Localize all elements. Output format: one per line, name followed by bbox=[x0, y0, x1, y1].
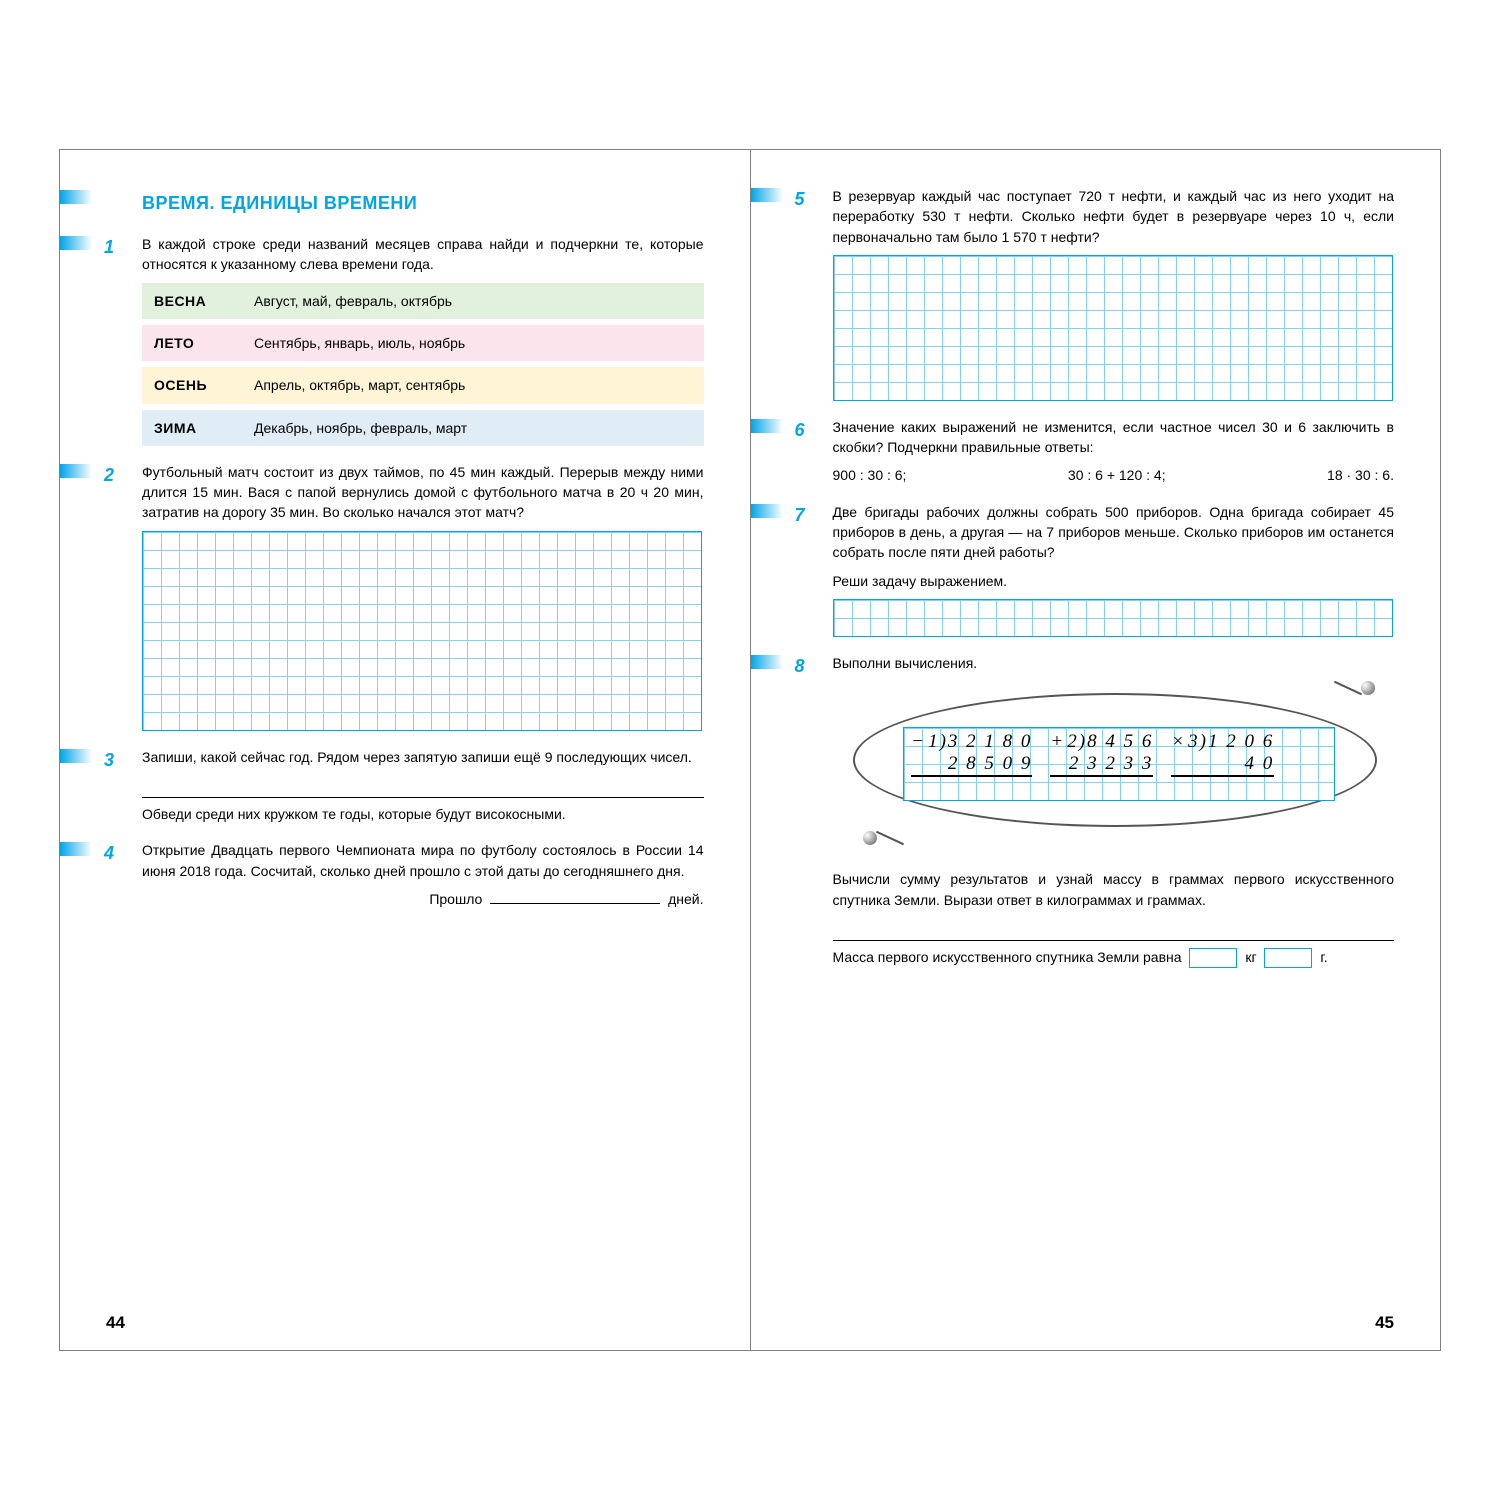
calc-2: 2)+8 4 5 6 2 3 2 3 3 bbox=[1050, 731, 1153, 799]
exercise-number: 3 bbox=[104, 747, 114, 773]
answer-suffix: дней. bbox=[668, 891, 703, 907]
exercise-8: 8 Выполни вычисления. 1)−3 2 1 8 0 2 8 5… bbox=[797, 653, 1395, 968]
exercise-number: 8 bbox=[795, 653, 805, 679]
exercise-text-below: Вычисли сумму результатов и узнай массу … bbox=[833, 869, 1395, 910]
exercise-4: 4 Открытие Двадцать первого Чемпионата м… bbox=[106, 840, 704, 909]
calc-1: 1)−3 2 1 8 0 2 8 5 0 9 bbox=[911, 731, 1032, 799]
exercise-text: Открытие Двадцать первого Чемпионата мир… bbox=[142, 840, 704, 881]
answer-box-g[interactable] bbox=[1264, 948, 1312, 968]
answer-line[interactable] bbox=[142, 775, 704, 798]
expression: 30 : 6 + 120 : 4; bbox=[1068, 465, 1166, 485]
season-label: ЛЕТО bbox=[154, 333, 254, 353]
spread: ВРЕМЯ. ЕДИНИЦЫ ВРЕМЕНИ 1 В каждой строке… bbox=[59, 149, 1441, 1351]
exercise-text: В каждой строке среди названий месяцев с… bbox=[142, 234, 704, 275]
exercise-heading: Выполни вычисления. bbox=[833, 653, 1395, 673]
calc-3: 3)×1 2 0 6 4 0 bbox=[1171, 731, 1274, 799]
orbit-illustration: 1)−3 2 1 8 0 2 8 5 0 9 2)+8 4 5 6 2 3 2 … bbox=[833, 681, 1393, 851]
answer-box-kg[interactable] bbox=[1189, 948, 1237, 968]
page-left: ВРЕМЯ. ЕДИНИЦЫ ВРЕМЕНИ 1 В каждой строке… bbox=[60, 150, 751, 1350]
exercise-text: Значение каких выражений не изменится, е… bbox=[833, 417, 1395, 458]
answer-line[interactable] bbox=[833, 918, 1395, 941]
season-row: ЗИМА Декабрь, ноябрь, февраль, март bbox=[142, 410, 704, 446]
satellite-icon bbox=[863, 831, 877, 845]
answer-grid[interactable] bbox=[833, 255, 1393, 401]
chapter-bar bbox=[60, 190, 92, 204]
season-months: Декабрь, ноябрь, февраль, март bbox=[254, 418, 467, 438]
season-months: Август, май, февраль, октябрь bbox=[254, 291, 452, 311]
exercise-5: 5 В резервуар каждый час поступает 720 т… bbox=[797, 186, 1395, 401]
seasons-table: ВЕСНА Август, май, февраль, октябрь ЛЕТО… bbox=[142, 283, 704, 446]
exercise-text-2: Обведи среди них кружком те годы, которы… bbox=[142, 804, 704, 824]
exercise-number: 1 bbox=[104, 234, 114, 260]
exercise-number: 5 bbox=[795, 186, 805, 212]
exercise-2: 2 Футбольный матч состоит из двух таймов… bbox=[106, 462, 704, 731]
page-right: 5 В резервуар каждый час поступает 720 т… bbox=[751, 150, 1441, 1350]
page-number: 45 bbox=[1375, 1311, 1394, 1336]
season-months: Сентябрь, январь, июль, ноябрь bbox=[254, 333, 465, 353]
answer-prefix: Прошло bbox=[429, 891, 482, 907]
expression: 18 · 30 : 6. bbox=[1327, 465, 1394, 485]
answer-grid[interactable] bbox=[833, 599, 1393, 637]
season-label: ВЕСНА bbox=[154, 291, 254, 311]
season-label: ЗИМА bbox=[154, 418, 254, 438]
exercise-text: В резервуар каждый час поступает 720 т н… bbox=[833, 186, 1395, 247]
exercise-1: 1 В каждой строке среди названий месяцев… bbox=[106, 234, 704, 446]
unit-kg: кг bbox=[1245, 949, 1256, 965]
page-number: 44 bbox=[106, 1311, 125, 1336]
season-months: Апрель, октябрь, март, сентябрь bbox=[254, 375, 465, 395]
season-row: ВЕСНА Август, май, февраль, октябрь bbox=[142, 283, 704, 319]
unit-g: г. bbox=[1320, 949, 1327, 965]
final-answer-line: Масса первого искусственного спутника Зе… bbox=[833, 947, 1395, 968]
season-label: ОСЕНЬ bbox=[154, 375, 254, 395]
expression-row: 900 : 30 : 6; 30 : 6 + 120 : 4; 18 · 30 … bbox=[833, 465, 1395, 485]
exercise-7: 7 Две бригады рабочих должны собрать 500… bbox=[797, 502, 1395, 637]
expression: 900 : 30 : 6; bbox=[833, 465, 907, 485]
season-row: ОСЕНЬ Апрель, октябрь, март, сентябрь bbox=[142, 367, 704, 403]
chapter-title: ВРЕМЯ. ЕДИНИЦЫ ВРЕМЕНИ bbox=[142, 190, 704, 216]
exercise-6: 6 Значение каких выражений не изменится,… bbox=[797, 417, 1395, 486]
exercise-number: 4 bbox=[104, 840, 114, 866]
exercise-number: 7 bbox=[795, 502, 805, 528]
answer-line-wrapper: Прошло дней. bbox=[142, 889, 704, 909]
satellite-icon bbox=[1361, 681, 1375, 695]
exercise-number: 2 bbox=[104, 462, 114, 488]
exercise-text-2: Реши задачу выражением. bbox=[833, 571, 1395, 591]
exercise-text: Запиши, какой сейчас год. Рядом через за… bbox=[142, 747, 704, 767]
calc-content: 1)−3 2 1 8 0 2 8 5 0 9 2)+8 4 5 6 2 3 2 … bbox=[903, 727, 1333, 799]
exercise-3: 3 Запиши, какой сейчас год. Рядом через … bbox=[106, 747, 704, 825]
season-row: ЛЕТО Сентябрь, январь, июль, ноябрь bbox=[142, 325, 704, 361]
answer-blank[interactable] bbox=[490, 903, 660, 904]
answer-text: Масса первого искусственного спутника Зе… bbox=[833, 949, 1182, 965]
exercise-text: Две бригады рабочих должны собрать 500 п… bbox=[833, 502, 1395, 563]
exercise-text: Футбольный матч состоит из двух таймов, … bbox=[142, 462, 704, 523]
answer-grid[interactable] bbox=[142, 531, 702, 731]
exercise-number: 6 bbox=[795, 417, 805, 443]
